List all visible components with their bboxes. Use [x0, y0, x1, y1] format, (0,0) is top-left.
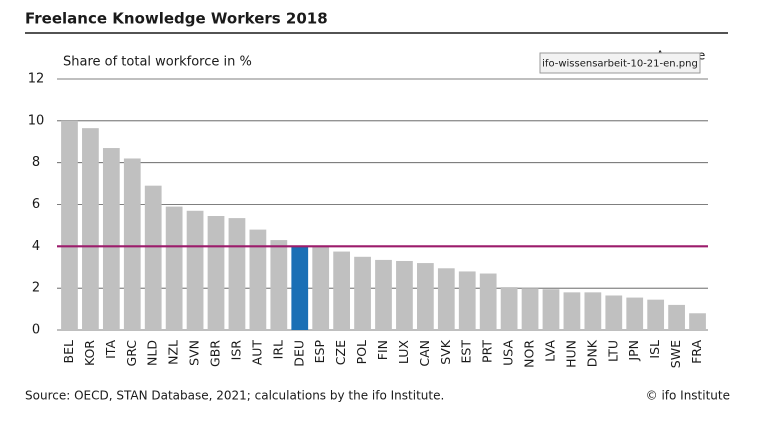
- x-tick-label: NOR: [522, 340, 537, 368]
- x-tick-label: SVK: [438, 339, 453, 364]
- x-tick-label: AUT: [249, 340, 264, 366]
- y-tick-label: 2: [32, 281, 40, 296]
- bar: [584, 292, 602, 330]
- x-tick-label: POL: [354, 340, 369, 364]
- x-tick-label: LUX: [396, 340, 411, 364]
- x-tick-label: FIN: [375, 340, 390, 360]
- y-tick-label: 10: [28, 113, 45, 128]
- x-tick-label: NZL: [166, 340, 181, 365]
- bar: [500, 287, 518, 330]
- bar: [291, 246, 309, 330]
- x-tick-label: BEL: [61, 340, 76, 363]
- bar: [354, 256, 371, 330]
- y-tick-label: 4: [32, 239, 40, 254]
- y-tick-label: 6: [32, 197, 40, 212]
- x-tick-label: IRL: [270, 340, 285, 359]
- x-tick-label: CAN: [417, 340, 432, 367]
- y-tick-label: 12: [28, 72, 45, 87]
- x-tick-label: PRT: [480, 340, 495, 363]
- bar: [333, 251, 351, 330]
- x-tick-label: USA: [501, 340, 516, 366]
- bar: [542, 289, 560, 330]
- bar: [123, 158, 141, 330]
- x-tick-label: ISR: [228, 340, 243, 361]
- x-tick-label: GBR: [208, 340, 223, 367]
- bar: [312, 246, 330, 330]
- bar: [186, 210, 204, 330]
- tooltip-text: ifo-wissensarbeit-10-21-en.png: [542, 59, 698, 70]
- bar: [82, 128, 99, 330]
- bar: [626, 297, 644, 330]
- credit: © ifo Institute: [646, 389, 730, 403]
- bar: [207, 216, 225, 330]
- bar: [396, 260, 413, 330]
- bar: [647, 299, 665, 330]
- x-tick-label: GRC: [124, 340, 139, 367]
- chart-title: Freelance Knowledge Workers 2018: [25, 10, 328, 28]
- bar: [437, 268, 455, 330]
- bar: [102, 148, 120, 330]
- x-tick-label: ISL: [647, 340, 662, 359]
- y-axis-label: Share of total workforce in %: [63, 55, 252, 70]
- x-tick-label: JPN: [626, 340, 641, 362]
- x-tick-label: DNK: [584, 339, 599, 367]
- bar: [521, 288, 539, 330]
- bar: [165, 206, 183, 330]
- bar: [689, 313, 706, 330]
- bar: [61, 120, 78, 330]
- bar: [563, 292, 581, 330]
- bar: [668, 304, 685, 330]
- x-tick-label: CZE: [333, 340, 348, 365]
- source-note: Source: OECD, STAN Database, 2021; calcu…: [25, 389, 444, 403]
- x-tick-label: NLD: [145, 340, 160, 366]
- bar: [416, 263, 434, 330]
- tooltip-box: [539, 52, 701, 74]
- x-tick-label: SVN: [187, 340, 202, 366]
- x-tick-label: DEU: [291, 340, 306, 367]
- x-tick-label: LTU: [605, 340, 620, 362]
- bar: [228, 218, 246, 330]
- x-tick-label: SWE: [668, 340, 683, 368]
- y-tick-label: 8: [32, 155, 40, 170]
- bar: [270, 240, 288, 330]
- y-tick-label: 0: [32, 323, 40, 338]
- x-tick-label: ESP: [312, 340, 327, 364]
- x-tick-label: FRA: [689, 340, 704, 364]
- bar: [458, 271, 476, 330]
- bar: [479, 273, 497, 330]
- bar: [249, 229, 267, 330]
- x-tick-label: EST: [459, 340, 474, 364]
- bar: [375, 259, 392, 330]
- x-tick-label: ITA: [103, 340, 118, 359]
- bar: [144, 185, 162, 330]
- x-tick-label: KOR: [82, 340, 97, 366]
- x-tick-label: LVA: [542, 340, 557, 362]
- bar: [605, 295, 623, 330]
- x-tick-label: HUN: [563, 340, 578, 368]
